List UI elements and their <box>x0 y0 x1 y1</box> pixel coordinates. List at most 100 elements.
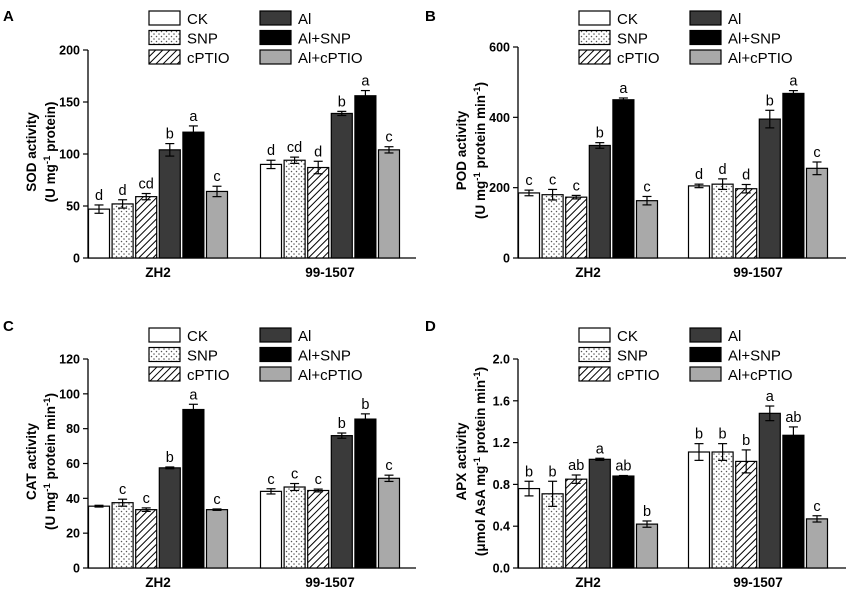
significance-label: cd <box>287 140 302 156</box>
legend-label: Al <box>298 11 311 28</box>
legend-swatch <box>578 49 611 65</box>
legend-label: CK <box>617 328 638 345</box>
legend-swatch <box>148 327 181 343</box>
legend-label: CK <box>617 11 638 28</box>
y-tick-label: 120 <box>59 353 80 367</box>
bar <box>307 166 330 259</box>
unit-superscript: -1 <box>42 155 53 164</box>
legend-swatch <box>578 29 611 46</box>
y-tick-label: 150 <box>59 96 80 110</box>
bar <box>87 208 111 259</box>
unit-superscript: -1 <box>42 397 53 406</box>
legend-label: Al+SNP <box>728 348 781 365</box>
y-tick-label: 60 <box>66 457 80 471</box>
bar <box>377 149 401 259</box>
x-category-label: ZH2 <box>145 575 171 590</box>
legend-swatch <box>259 29 292 46</box>
bar <box>283 159 306 259</box>
y-tick-label: 200 <box>59 44 80 58</box>
unit-text: protein min <box>43 406 58 483</box>
significance-label: b <box>596 126 604 142</box>
bar <box>758 118 781 259</box>
y-tick-label: 600 <box>489 41 510 55</box>
unit-text: (U mg <box>473 181 488 219</box>
bar <box>354 95 377 259</box>
bar <box>517 192 541 259</box>
significance-label: d <box>719 162 727 178</box>
significance-label: c <box>119 482 126 498</box>
bar <box>111 502 134 569</box>
legend-swatch <box>689 366 722 382</box>
panel-letter: B <box>425 8 436 25</box>
legend-swatch <box>578 346 611 363</box>
y-tick-label: 1.2 <box>493 436 510 450</box>
y-tick-label: 100 <box>59 387 80 401</box>
unit-text: (μmol AsA mg <box>473 466 488 557</box>
significance-label: c <box>385 130 392 146</box>
unit-superscript: -1 <box>42 483 53 492</box>
legend-label: cPTIO <box>617 367 660 384</box>
significance-label: b <box>766 93 774 109</box>
legend-label: Al+cPTIO <box>298 367 363 384</box>
y-axis-label: CAT activity(U mg-1 protein min-1) <box>24 393 58 530</box>
y-tick-label: 40 <box>66 492 80 506</box>
y-tick-label: 0.0 <box>493 562 510 576</box>
unit-text: ) <box>473 367 488 372</box>
legend-label: SNP <box>187 348 218 365</box>
legend-label: SNP <box>617 31 648 48</box>
significance-label: d <box>695 167 703 183</box>
bar <box>158 467 181 569</box>
legend-swatch <box>578 327 611 343</box>
legend-swatch <box>689 327 722 343</box>
significance-label: b <box>695 427 703 443</box>
significance-label: b <box>361 397 369 413</box>
bar <box>111 203 134 259</box>
significance-label: b <box>166 127 174 143</box>
legend-label: Al+cPTIO <box>728 367 793 384</box>
significance-label: b <box>338 94 346 110</box>
bar <box>182 131 205 259</box>
significance-label: a <box>766 389 775 405</box>
y-axis-label: APX activity(μmol AsA mg-1 protein min-1… <box>454 367 488 556</box>
unit-text: protein min <box>473 380 488 457</box>
significance-label: c <box>213 169 220 185</box>
legend: CK SNP cPTIO Al Al+SNP Al+cPTIO <box>578 10 793 67</box>
panel-letter: D <box>425 318 436 335</box>
unit-superscript: -1 <box>472 172 483 181</box>
bar <box>517 487 541 569</box>
legend-label: Al <box>728 328 741 345</box>
bar <box>283 486 306 569</box>
bar <box>612 99 635 259</box>
significance-label: b <box>166 450 174 466</box>
legend-label: cPTIO <box>187 50 230 67</box>
y-tick-label: 2.0 <box>493 353 510 367</box>
legend-label: SNP <box>617 348 648 365</box>
unit-superscript: -1 <box>472 86 483 95</box>
bar <box>782 92 805 259</box>
legend-swatch <box>259 49 292 65</box>
significance-label: d <box>267 143 275 159</box>
x-category-label: ZH2 <box>145 265 171 280</box>
legend-label: cPTIO <box>617 50 660 67</box>
unit-text: (U mg <box>43 164 58 202</box>
bar <box>330 112 353 259</box>
y-tick-label: 20 <box>66 527 80 541</box>
y-axis-label-line2: (U mg-1 protein min-1) <box>472 82 489 219</box>
bar <box>135 509 158 569</box>
legend-label: SNP <box>187 31 218 48</box>
significance-label: d <box>95 188 103 204</box>
bar <box>635 523 659 569</box>
unit-superscript: -1 <box>472 371 483 380</box>
y-tick-label: 100 <box>59 148 80 162</box>
y-axis-label-line1: SOD activity <box>24 112 39 192</box>
y-tick-label: 80 <box>66 422 80 436</box>
legend-swatch <box>259 366 292 382</box>
significance-label: c <box>267 472 274 488</box>
significance-label: a <box>596 441 605 457</box>
y-tick-label: 0 <box>73 252 80 266</box>
legend-swatch <box>689 10 722 26</box>
y-tick-label: 400 <box>489 111 510 125</box>
